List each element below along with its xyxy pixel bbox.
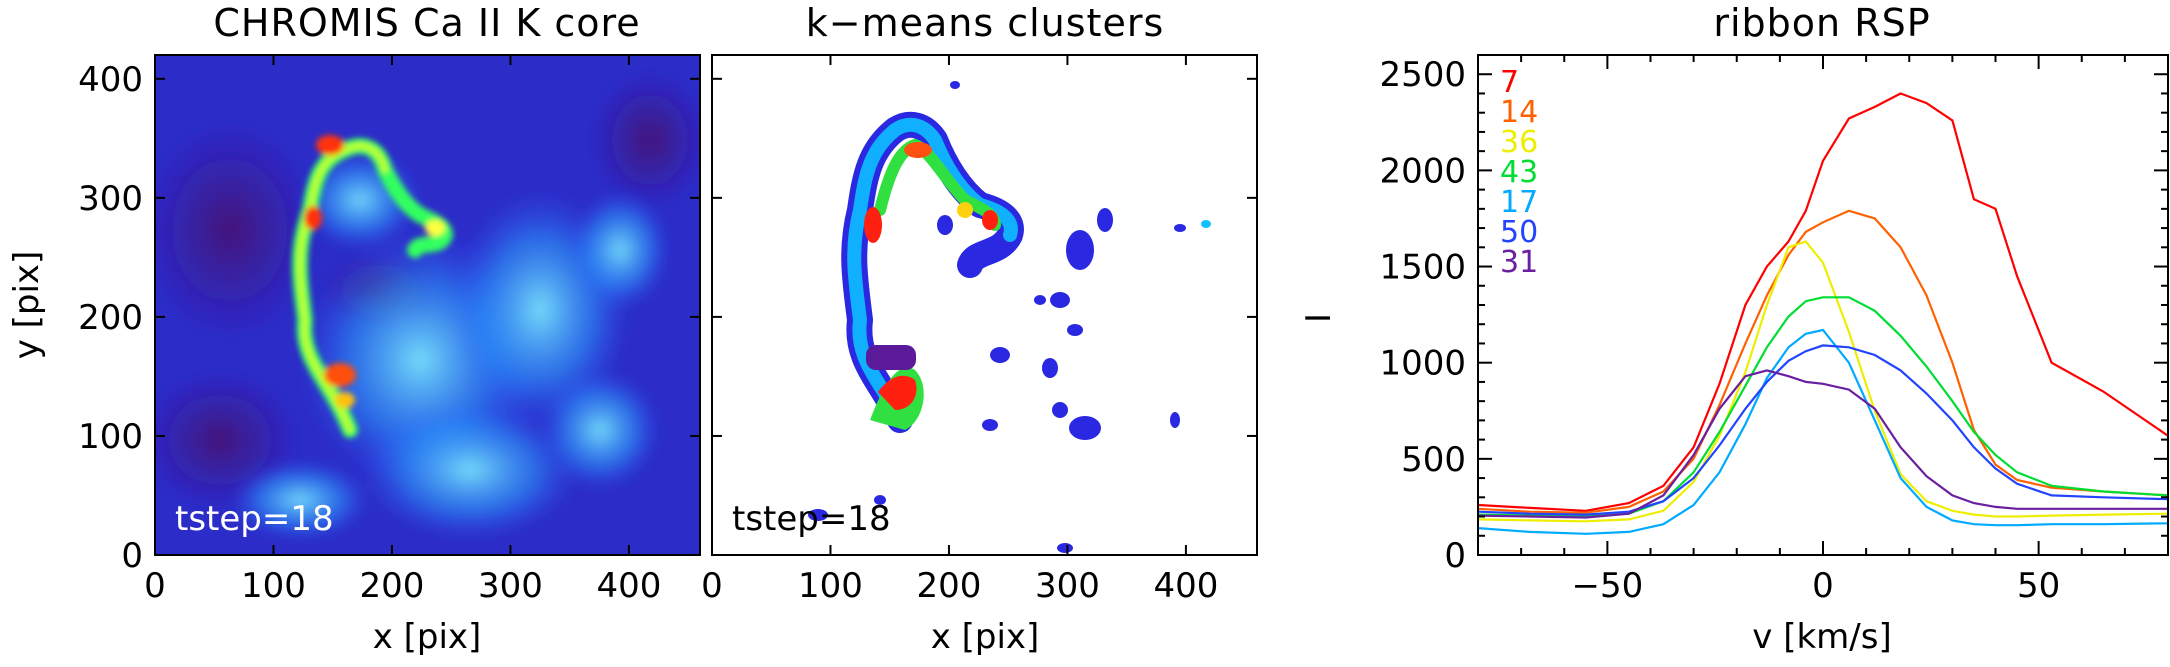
kmeans-image-background xyxy=(712,55,1257,555)
y-tick-label: 1500 xyxy=(1379,248,1466,288)
series-line-31 xyxy=(1478,369,2168,519)
panel2-y-tick-marks xyxy=(712,77,1257,556)
panel3-title: ribbon RSP xyxy=(1713,1,1930,45)
y-tick-label: 300 xyxy=(78,179,143,219)
panel-kmeans-clusters: k−means clusters xyxy=(701,1,1258,657)
series-line-50 xyxy=(1478,344,2168,516)
panel1-x-axis-label: x [pix] xyxy=(373,617,482,657)
x-tick-label: 200 xyxy=(360,566,425,606)
panel1-tstep-label: tstep=18 xyxy=(175,499,334,539)
series-line-14 xyxy=(1478,209,2168,514)
x-tick-label: 0 xyxy=(144,566,166,606)
x-tick-label: 200 xyxy=(917,566,982,606)
legend-entry-14: 14 xyxy=(1500,95,1538,130)
x-tick-label: 300 xyxy=(1035,566,1100,606)
y-tick-label: 100 xyxy=(78,417,143,457)
panel-ribbon-rsp: ribbon RSP −50 0 50 0 500 1000 1500 2000 2500 7… xyxy=(1299,1,2169,657)
kmeans-cyan-speck xyxy=(1201,220,1211,228)
x-tick-label: 50 xyxy=(2017,566,2060,606)
panel2-title: k−means clusters xyxy=(806,1,1165,45)
legend-entry-43: 43 xyxy=(1500,155,1538,190)
panel2-frame xyxy=(711,54,1258,556)
x-tick-label: 400 xyxy=(596,566,661,606)
panel3-x-axis-label: v [km/s] xyxy=(1752,617,1891,657)
panel2-tstep-label: tstep=18 xyxy=(732,499,891,539)
x-tick-label: 100 xyxy=(241,566,306,606)
panel2-x-axis-label: x [pix] xyxy=(931,617,1040,657)
panel3-y-ticks: 0 500 1000 1500 2000 2500 xyxy=(1379,54,2168,576)
y-tick-label: 0 xyxy=(1444,536,1466,576)
panel1-title: CHROMIS Ca II K core xyxy=(213,1,640,45)
legend-entry-17: 17 xyxy=(1500,185,1538,220)
series-line-7 xyxy=(1478,92,2168,512)
x-tick-label: 0 xyxy=(701,566,723,606)
x-tick-label: 400 xyxy=(1153,566,1218,606)
y-tick-label: 400 xyxy=(78,60,143,100)
legend-entry-7: 7 xyxy=(1500,65,1519,100)
y-tick-label: 1000 xyxy=(1379,344,1466,384)
kmeans-scattered-clusters xyxy=(808,81,1186,553)
chromis-image: tstep=18 xyxy=(155,55,700,555)
y-tick-label: 200 xyxy=(78,298,143,338)
legend-entry-36: 36 xyxy=(1500,125,1538,160)
x-tick-label: 300 xyxy=(478,566,543,606)
panel1-y-axis-label: y [pix] xyxy=(7,251,47,360)
legend-entry-50: 50 xyxy=(1500,215,1538,250)
chromis-ribbon xyxy=(292,135,454,438)
legend-entry-31: 31 xyxy=(1500,245,1538,280)
series-line-36 xyxy=(1478,240,2168,523)
series-line-17 xyxy=(1478,328,2168,535)
panel3-frame xyxy=(1477,54,2169,556)
y-tick-label: 500 xyxy=(1401,440,1466,480)
y-tick-label: 2000 xyxy=(1379,151,1466,191)
chromis-bright-texture xyxy=(230,150,670,540)
panel3-y-axis-label: I xyxy=(1299,313,1339,323)
kmeans-ribbon-clusters xyxy=(841,111,1024,433)
panel1-y-ticks: 0 100 200 300 400 xyxy=(78,60,700,576)
x-tick-label: 0 xyxy=(1812,566,1834,606)
y-tick-label: 0 xyxy=(121,536,143,576)
x-tick-label: −50 xyxy=(1571,566,1643,606)
y-tick-label: 2500 xyxy=(1379,55,1466,95)
panel3-x-ticks: −50 0 50 xyxy=(1477,55,2169,606)
rsp-lines xyxy=(1478,92,2168,535)
panel2-x-ticks: 0 100 200 300 400 xyxy=(701,55,1218,606)
panel1-x-ticks: 0 100 200 300 400 xyxy=(144,55,661,606)
x-tick-label: 100 xyxy=(798,566,863,606)
panel-chromis-core: CHROMIS Ca II K core xyxy=(7,1,701,657)
panel1-frame xyxy=(154,54,701,556)
